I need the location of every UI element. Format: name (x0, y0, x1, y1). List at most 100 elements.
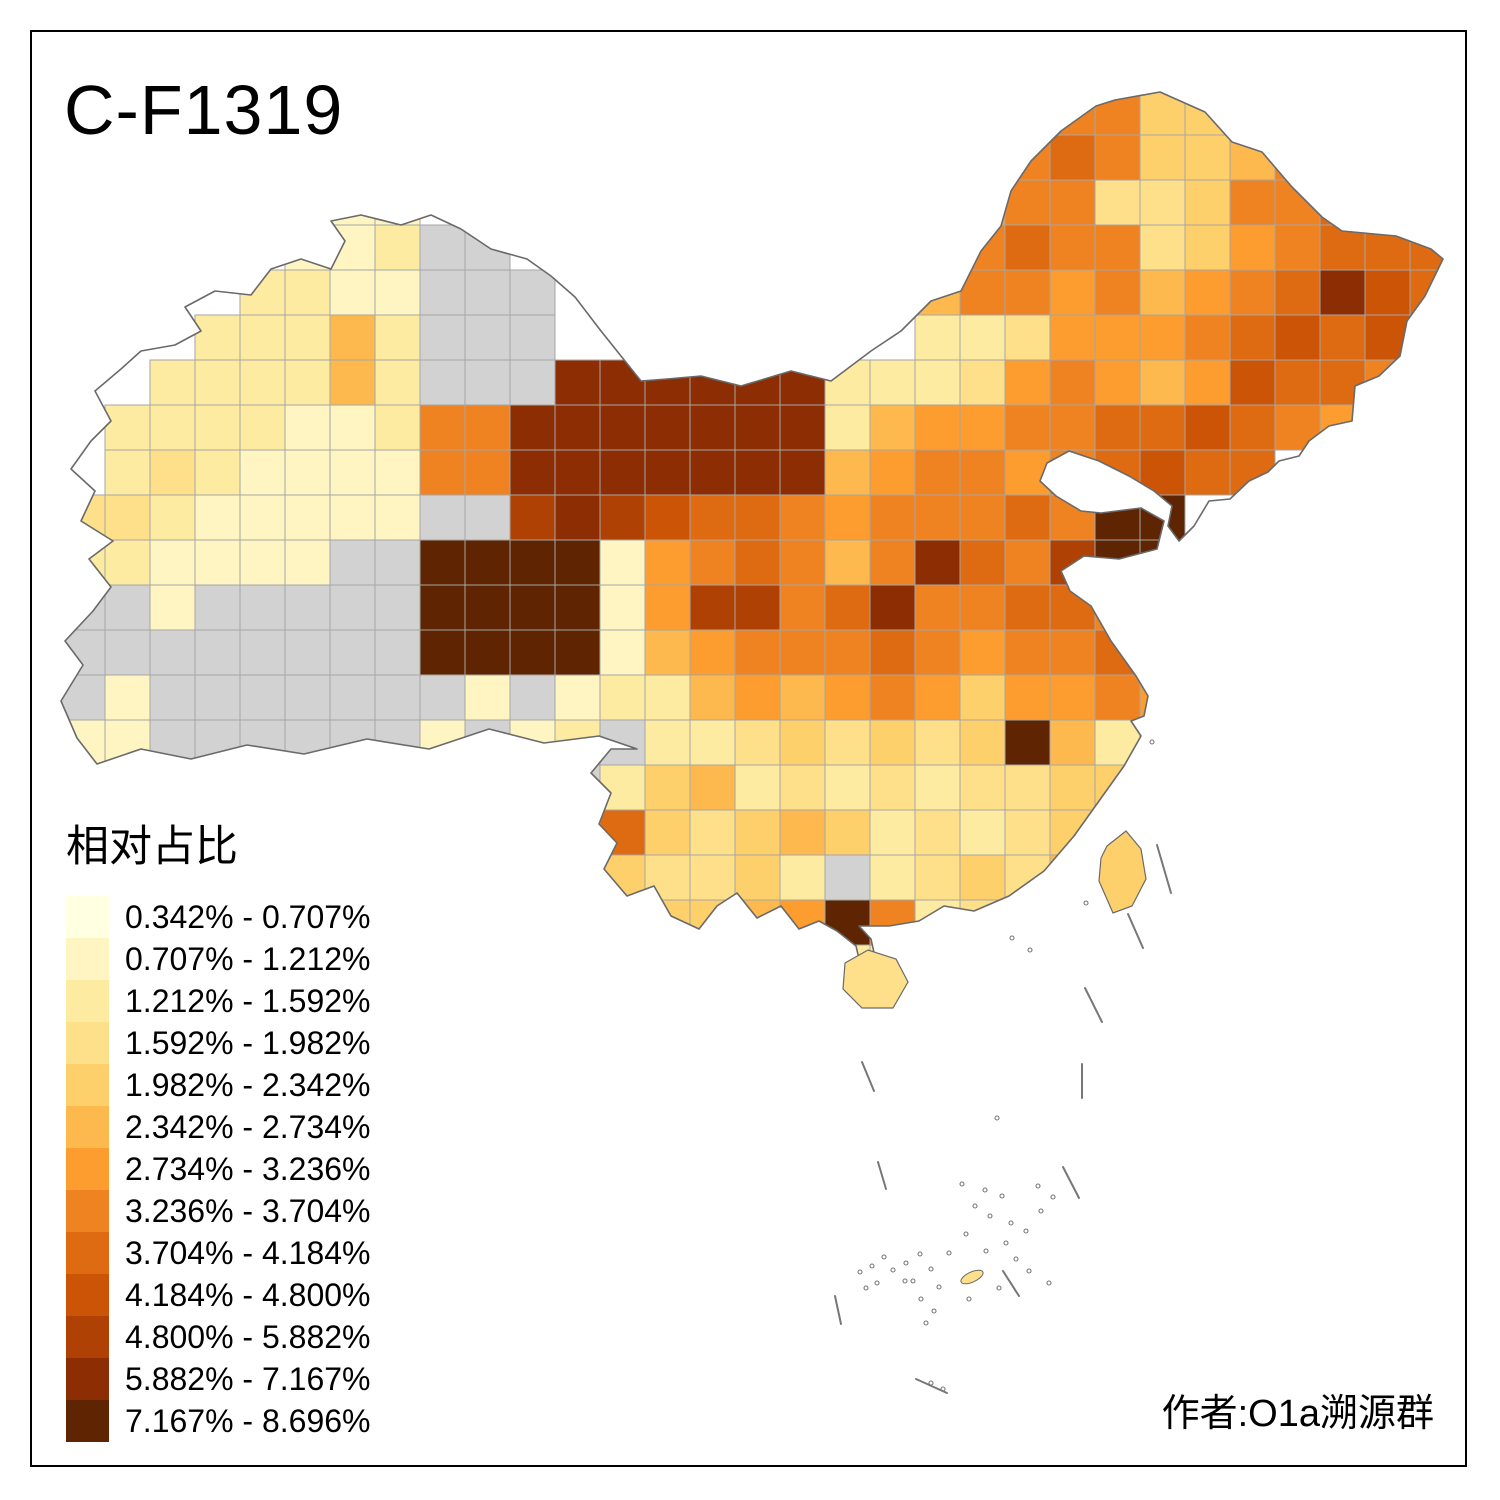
prefecture-cell (1094, 764, 1141, 811)
legend-row: 3.704% - 4.184% (66, 1232, 371, 1274)
prefecture-cell (599, 629, 646, 676)
prefecture-cell (959, 674, 1006, 721)
prefecture-cell (194, 719, 241, 766)
prefecture-cell (1094, 674, 1141, 721)
small-island (1083, 900, 1089, 906)
prefecture-cell (779, 404, 826, 451)
prefecture-cell (464, 629, 511, 676)
prefecture-cell (959, 809, 1006, 856)
prefecture-cell (509, 764, 556, 811)
prefecture-cell (329, 764, 376, 811)
prefecture-cell (104, 404, 151, 451)
prefecture-cell (149, 494, 196, 541)
prefecture-cell (194, 584, 241, 631)
prefecture-cell (329, 314, 376, 361)
small-island (999, 1193, 1005, 1199)
small-island (1046, 1280, 1052, 1286)
prefecture-cell (1094, 404, 1141, 451)
prefecture-cell (554, 584, 601, 631)
legend-swatch (66, 896, 109, 938)
prefecture-cell (149, 449, 196, 496)
sea-boundary-dash (1002, 1270, 1020, 1297)
prefecture-cell (1049, 674, 1096, 721)
prefecture-cell (194, 629, 241, 676)
sea-islet (960, 1269, 984, 1285)
legend-class-label: 4.800% - 5.882% (125, 1318, 371, 1355)
small-island (963, 1231, 969, 1237)
legend-row: 0.707% - 1.212% (66, 938, 371, 980)
small-island (982, 1187, 988, 1193)
prefecture-cell (914, 674, 961, 721)
prefecture-cell (824, 404, 871, 451)
prefecture-cell (689, 539, 736, 586)
prefecture-cell (779, 809, 826, 856)
prefecture-cell (1274, 314, 1321, 361)
prefecture-cell (509, 494, 556, 541)
prefecture-cell (1139, 92, 1186, 136)
prefecture-cell (824, 854, 871, 901)
prefecture-cell (284, 269, 331, 316)
legend-swatch (66, 1190, 109, 1232)
prefecture-cell (374, 179, 421, 226)
prefecture-cell (644, 359, 691, 406)
small-island (857, 1269, 863, 1275)
prefecture-cell (689, 764, 736, 811)
prefecture-cell (239, 404, 286, 451)
prefecture-cell (779, 629, 826, 676)
prefecture-cell (464, 404, 511, 451)
legend-row: 1.212% - 1.592% (66, 980, 371, 1022)
legend-row: 5.882% - 7.167% (66, 1358, 371, 1400)
prefecture-cell (374, 764, 421, 811)
prefecture-cell (464, 764, 511, 811)
prefecture-cell (464, 449, 511, 496)
small-island (1027, 947, 1033, 953)
prefecture-cell (374, 539, 421, 586)
prefecture-cell (689, 449, 736, 496)
prefecture-cell (509, 359, 556, 406)
prefecture-cell (959, 539, 1006, 586)
prefecture-cell (509, 269, 556, 316)
prefecture-cell (329, 404, 376, 451)
prefecture-cell (1229, 269, 1276, 316)
prefecture-cell (734, 719, 781, 766)
prefecture-cell (284, 494, 331, 541)
small-island (1008, 1220, 1014, 1226)
prefecture-cell (1094, 224, 1141, 271)
prefecture-cell (869, 629, 916, 676)
prefecture-cell (644, 764, 691, 811)
prefecture-cell (329, 269, 376, 316)
prefecture-cell (959, 179, 1006, 226)
prefecture-cell (239, 584, 286, 631)
prefecture-cell (959, 224, 1006, 271)
prefecture-cell (554, 674, 601, 721)
prefecture-cell (1139, 764, 1186, 811)
small-island (863, 1285, 869, 1291)
prefecture-cell (644, 629, 691, 676)
legend: 相对占比 0.342% - 0.707% 0.707% - 1.212% 1.212… (66, 812, 371, 1442)
prefecture-cell (734, 539, 781, 586)
prefecture-cell (869, 674, 916, 721)
small-island (1035, 1183, 1041, 1189)
prefecture-cell (689, 494, 736, 541)
prefecture-cell (554, 359, 601, 406)
prefecture-cell (1184, 269, 1231, 316)
sea-boundary-dash (877, 1161, 887, 1190)
legend-row: 7.167% - 8.696% (66, 1400, 371, 1442)
prefecture-cell (689, 674, 736, 721)
prefecture-cell (1274, 134, 1321, 181)
prefecture-cell (1139, 179, 1186, 226)
legend-class-label: 2.734% - 3.236% (125, 1150, 371, 1187)
prefecture-cell (689, 584, 736, 631)
prefecture-cell (869, 854, 916, 901)
prefecture-cell (959, 269, 1006, 316)
china-outline (60, 91, 1444, 992)
prefecture-cell (554, 404, 601, 451)
prefecture-cell (374, 269, 421, 316)
small-island (931, 1308, 937, 1314)
prefecture-cell (509, 584, 556, 631)
legend-row: 1.982% - 2.342% (66, 1064, 371, 1106)
prefecture-cell (779, 719, 826, 766)
prefecture-cell (1139, 314, 1186, 361)
prefecture-cell (1319, 359, 1366, 406)
prefecture-cell (239, 269, 286, 316)
